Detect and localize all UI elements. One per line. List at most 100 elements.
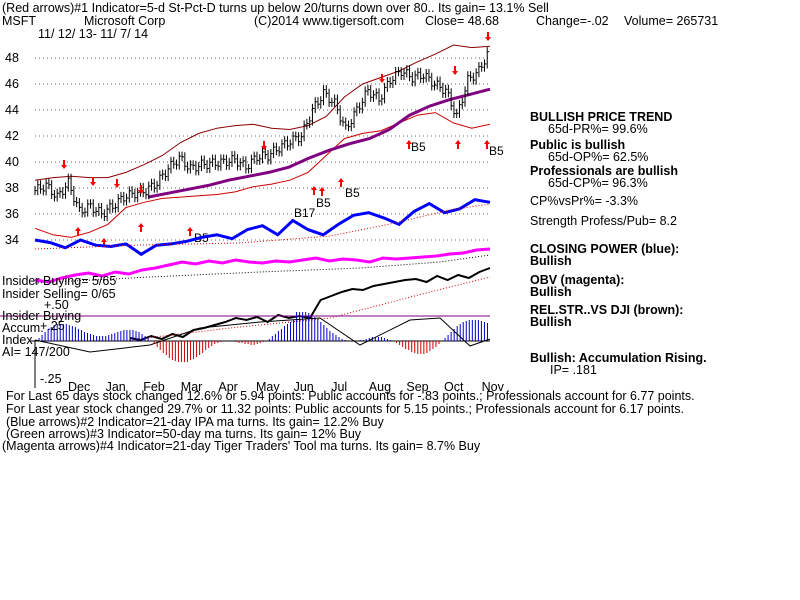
arrow-head [338, 178, 344, 182]
y-tick-label: 46 [5, 77, 19, 91]
month-label: Jun [294, 380, 314, 394]
sell-arrow [261, 141, 267, 150]
sell-arrow [485, 32, 491, 41]
price-bars [34, 47, 490, 222]
arrow-head [452, 71, 458, 75]
arrow-head [455, 140, 461, 144]
header-line1: (Red arrows)#1 Indicator=5-d St-Pct-D tu… [2, 1, 549, 15]
y-tick-label: 40 [5, 155, 19, 169]
month-label: Aug [369, 380, 391, 394]
arrow-head [319, 187, 325, 191]
obv-state: Bullish [530, 285, 572, 299]
arrow-head [485, 37, 491, 41]
y-tick-label: 34 [5, 233, 19, 247]
footer-line5: (Magenta arrows)#4 Indicator=21-day Tige… [2, 439, 481, 453]
footer-line4: (Green arrows)#3 Indicator=50-day ma tur… [6, 427, 362, 441]
closing-power-state: Bullish [530, 254, 572, 268]
index-label: Index [2, 333, 33, 347]
buy-arrow [187, 227, 193, 236]
y-tick-label: 38 [5, 181, 19, 195]
close-value: Close= 48.68 [425, 14, 499, 28]
accum-histogram [38, 312, 488, 362]
ticker: MSFT [2, 14, 36, 28]
insider-buying-label: Insider Buying [2, 309, 81, 323]
closing-power-ma-line [34, 203, 491, 250]
buy-label-b5-nov: B5 [489, 144, 504, 158]
buy-arrow [406, 140, 412, 149]
closing-power-line [34, 198, 491, 257]
footer-line3: (Blue arrows)#2 Indicator=21-day IPA ma … [6, 415, 384, 429]
date-range: 11/ 12/ 13- 11/ 7/ 14 [38, 27, 148, 41]
copyright: (C)2014 www.tigersoft.com [254, 14, 404, 28]
buy-label-b17: B17 [294, 206, 316, 220]
month-label: Apr [218, 380, 237, 394]
arrow-head [484, 140, 490, 144]
pr-pct: 65d-PR%= 99.6% [548, 122, 648, 136]
arrow-head [101, 238, 107, 242]
month-label: Sep [406, 380, 428, 394]
buy-label-b5-jun: B5 [316, 196, 331, 210]
strength-ratio: Strength Profess/Pub= 8.2 [530, 214, 677, 228]
footer-line2: For Last year stock changed 29.7% or 11.… [6, 402, 684, 416]
company: Microsoft Corp [84, 14, 165, 28]
prof-title: Professionals are bullish [530, 164, 678, 178]
arrow-head [90, 182, 96, 186]
month-label: May [256, 380, 280, 394]
x-axis-months: Dec Jan Feb Mar Apr May Jun Jul Aug Sep Oct Nov [68, 380, 505, 394]
month-label: Jul [331, 380, 347, 394]
accum-title: Bullish: Accumulation Rising. [530, 351, 707, 365]
lower-band-line [34, 112, 491, 238]
month-label: Dec [68, 380, 90, 394]
y-tick-label: 48 [5, 51, 19, 65]
arrow-head [61, 165, 67, 169]
month-label: Feb [143, 380, 165, 394]
arrow-head [75, 227, 81, 231]
arrow-head [114, 184, 120, 188]
rel-str-line [129, 267, 491, 342]
arrow-head [138, 223, 144, 227]
month-label: Mar [181, 380, 203, 394]
buy-arrow [455, 140, 461, 149]
cp-vs-pr: CP%vsPr%= -3.3% [530, 194, 638, 208]
buy-arrow [319, 187, 325, 196]
month-label: Jan [106, 380, 126, 394]
insider-buying-count: Insider Buying= 5/65 [2, 274, 116, 288]
buy-label-b5-aug: B5 [411, 140, 426, 154]
ip-value: IP= .181 [550, 363, 597, 377]
sell-arrow [138, 185, 144, 194]
y-tick-label: 42 [5, 129, 19, 143]
accum-ma-line [34, 317, 491, 353]
accum-label: Accum. [2, 321, 44, 335]
rel-str-ma-line [129, 276, 491, 341]
change-value: Change=-.02 [536, 14, 609, 28]
arrow-head [187, 227, 193, 231]
closing-power-title: CLOSING POWER (blue): [530, 242, 679, 256]
relstr-state: Bullish [530, 315, 572, 329]
op-pct: 65d-OP%= 62.5% [548, 150, 648, 164]
buy-arrow [311, 186, 317, 195]
ma50-line [147, 87, 491, 199]
arrow-head [379, 79, 385, 83]
volume-value: Volume= 265731 [624, 14, 718, 28]
relstr-title: REL.STR..VS DJI (brown): [530, 303, 683, 317]
buy-label-b5-jul: B5 [345, 186, 360, 200]
y-axis-ticks: 48 46 44 42 40 38 36 34 [5, 51, 19, 247]
upper-band-line [34, 44, 491, 181]
sell-arrow [379, 74, 385, 83]
arrow-head [311, 186, 317, 190]
month-label: Nov [482, 380, 505, 394]
sell-arrow [452, 66, 458, 75]
buy-arrow [75, 227, 81, 236]
accum-minus-25: -.25 [40, 372, 62, 386]
sell-arrow [114, 179, 120, 188]
ai-value: AI= 147/200 [2, 345, 70, 359]
arrow-head [261, 146, 267, 150]
buy-arrow [484, 140, 490, 149]
footer-line1: For Last 65 days stock changed 12.6% or … [6, 389, 695, 403]
trend-title: BULLISH PRICE TREND [530, 110, 672, 124]
buy-arrow [338, 178, 344, 187]
obv-title: OBV (magenta): [530, 273, 624, 287]
arrow-head [138, 190, 144, 194]
month-label: Oct [444, 380, 464, 394]
